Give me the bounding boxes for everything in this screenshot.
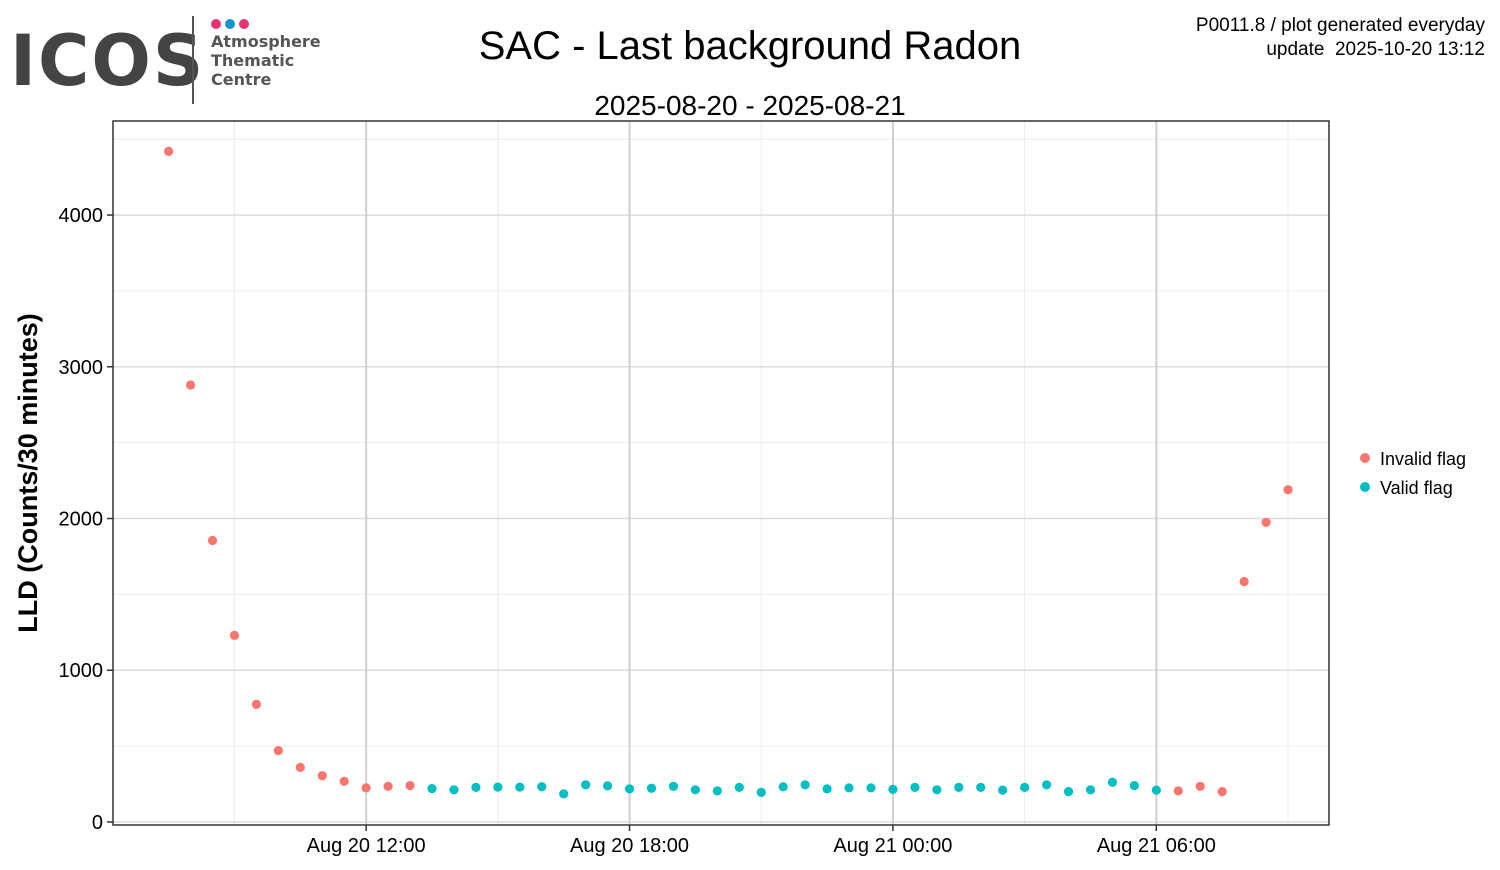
data-point-invalid	[405, 780, 415, 791]
data-point-valid	[932, 785, 942, 795]
data-point-valid	[690, 785, 700, 795]
data-point-valid	[624, 784, 635, 794]
x-tick-label: Aug 21 06:00	[1097, 835, 1216, 857]
data-point-invalid	[1195, 781, 1205, 791]
data-point-valid	[954, 782, 964, 792]
data-point-valid	[1129, 780, 1139, 791]
generation-info-line-1: P0011.8 / plot generated everyday	[1195, 15, 1485, 36]
data-point-invalid	[1239, 576, 1249, 587]
y-tick-label: 1000	[59, 660, 104, 682]
data-point-valid	[581, 780, 591, 790]
icos-logo: ICOS Atmosphere Thematic Centre	[10, 14, 330, 106]
generation-info-line-2: update 2025-10-20 13:12	[1266, 39, 1485, 60]
data-point-valid	[998, 785, 1008, 795]
logo-line-3: Centre	[211, 70, 272, 89]
legend-dot-valid	[1360, 482, 1370, 493]
x-tick-label: Aug 20 12:00	[307, 835, 426, 857]
data-point-valid	[822, 784, 832, 794]
data-point-valid	[668, 781, 679, 791]
legend-dot-invalid	[1360, 453, 1370, 464]
data-point-valid	[800, 780, 810, 790]
data-point-invalid	[1217, 787, 1227, 797]
data-point-invalid	[273, 746, 283, 756]
data-point-valid	[537, 782, 547, 792]
logo-text: Atmosphere Thematic Centre	[211, 32, 321, 89]
data-point-valid	[471, 782, 481, 792]
logo-wordmark: ICOS	[10, 20, 206, 102]
data-point-invalid	[383, 781, 393, 791]
logo-dot-3	[239, 19, 249, 29]
legend-label-valid: Valid flag	[1380, 478, 1453, 498]
generation-info: P0011.8 / plot generated everyday update…	[1196, 14, 1485, 62]
y-tick-label: 4000	[59, 205, 104, 227]
data-point-valid	[1041, 780, 1052, 790]
plot-panel	[113, 121, 1329, 825]
data-point-valid	[493, 782, 503, 792]
legend-item-invalid: Invalid flag	[1360, 446, 1466, 475]
y-tick-label: 3000	[59, 357, 104, 379]
data-point-invalid	[251, 699, 262, 709]
y-axis-title: LLD (Counts/30 minutes)	[13, 313, 43, 633]
data-point-invalid	[295, 762, 305, 772]
data-point-valid	[1107, 777, 1118, 787]
data-point-valid	[1020, 782, 1030, 792]
data-point-valid	[515, 782, 525, 792]
y-tick-label: 2000	[59, 509, 104, 531]
logo-line-2: Thematic	[211, 51, 295, 70]
data-point-valid	[1151, 785, 1161, 795]
data-point-valid	[449, 785, 459, 795]
chart-subtitle: 2025-08-20 - 2025-08-21	[594, 90, 906, 121]
data-point-valid	[910, 782, 920, 792]
data-point-valid	[646, 783, 657, 793]
data-point-invalid	[1173, 786, 1183, 796]
data-point-valid	[602, 781, 613, 791]
data-point-valid	[427, 783, 437, 794]
y-tick-label: 0	[92, 812, 103, 834]
logo-line-1: Atmosphere	[211, 32, 321, 51]
chart-title: SAC - Last background Radon	[478, 24, 1022, 68]
data-point-valid	[734, 782, 744, 792]
data-point-valid	[756, 787, 766, 797]
legend: Invalid flag Valid flag	[1360, 446, 1466, 504]
data-point-valid	[888, 784, 898, 794]
plot-border	[112, 120, 1330, 826]
legend-item-valid: Valid flag	[1360, 475, 1466, 504]
data-point-invalid	[1283, 485, 1293, 495]
data-point-invalid	[361, 783, 371, 793]
data-point-valid	[712, 786, 722, 796]
data-point-invalid	[1261, 517, 1271, 527]
data-point-valid	[559, 789, 569, 799]
data-point-valid	[844, 783, 854, 793]
data-point-valid	[866, 783, 876, 793]
data-point-invalid	[339, 776, 349, 786]
data-point-invalid	[229, 630, 240, 640]
data-point-valid	[1063, 787, 1074, 797]
data-point-invalid	[185, 380, 196, 390]
data-point-invalid	[164, 146, 174, 156]
x-tick-label: Aug 20 18:00	[570, 835, 689, 857]
logo-divider	[192, 16, 194, 104]
data-point-valid	[1085, 785, 1096, 795]
data-point-invalid	[317, 771, 327, 781]
data-point-valid	[778, 782, 788, 792]
legend-label-invalid: Invalid flag	[1380, 449, 1467, 469]
data-point-invalid	[207, 535, 218, 546]
logo-dot-2	[225, 19, 235, 29]
x-tick-label: Aug 21 00:00	[833, 835, 952, 857]
logo-dots	[211, 16, 253, 29]
data-point-valid	[976, 782, 986, 792]
logo-dot-1	[211, 19, 221, 29]
